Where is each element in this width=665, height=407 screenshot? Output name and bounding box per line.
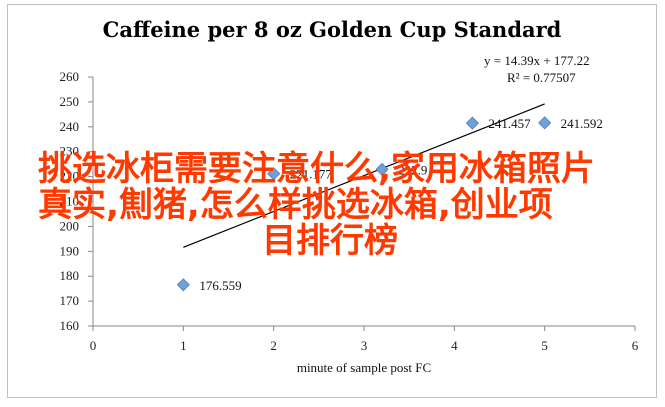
data-point-label: 241.457 xyxy=(488,116,531,131)
r-squared: R² = 0.77507 xyxy=(507,70,576,85)
chart-title: Caffeine per 8 oz Golden Cup Standard xyxy=(103,17,562,42)
y-tick-label: 210 xyxy=(60,194,80,209)
data-point-marker xyxy=(538,116,552,130)
x-tick-label: 4 xyxy=(451,338,458,353)
chart-frame xyxy=(7,4,657,398)
x-tick-label: 6 xyxy=(632,338,639,353)
y-tick-label: 230 xyxy=(60,144,80,159)
y-tick-label: 170 xyxy=(60,293,80,308)
x-tick-label: 1 xyxy=(180,338,187,353)
x-tick-label: 5 xyxy=(541,338,548,353)
data-point-label: 241.592 xyxy=(561,116,603,131)
y-tick-label: 260 xyxy=(60,69,80,84)
x-tick-label: 2 xyxy=(270,338,277,353)
y-tick-label: 190 xyxy=(60,243,80,258)
data-point-label: 176.559 xyxy=(199,278,241,293)
x-tick-label: 0 xyxy=(90,338,97,353)
data-point-label: 221.177 xyxy=(290,167,333,182)
data-point-marker xyxy=(465,116,479,130)
data-point-marker xyxy=(375,162,389,176)
overlay-line-1: 挑选冰柜需要注意什么,家用冰箱照片 xyxy=(38,149,595,189)
x-tick-label: 3 xyxy=(361,338,368,353)
y-tick-label: 250 xyxy=(60,94,80,109)
data-point-label: 222.9 xyxy=(398,162,427,177)
trendline xyxy=(183,103,545,248)
y-tick-label: 200 xyxy=(60,218,80,233)
overlay-line-2: 真实,劁猪,怎么样挑选冰箱,创业项 xyxy=(38,185,553,225)
x-axis-label: minute of sample post FC xyxy=(297,360,431,375)
overlay-line-3: 目排行榜 xyxy=(262,221,398,261)
data-point-marker xyxy=(176,278,190,292)
y-tick-label: 180 xyxy=(60,268,80,283)
y-tick-label: 240 xyxy=(60,119,80,134)
trend-equation: y = 14.39x + 177.22 xyxy=(484,53,590,68)
y-tick-label: 160 xyxy=(60,318,80,333)
data-point-marker xyxy=(267,167,281,181)
y-tick-label: 220 xyxy=(60,169,80,184)
